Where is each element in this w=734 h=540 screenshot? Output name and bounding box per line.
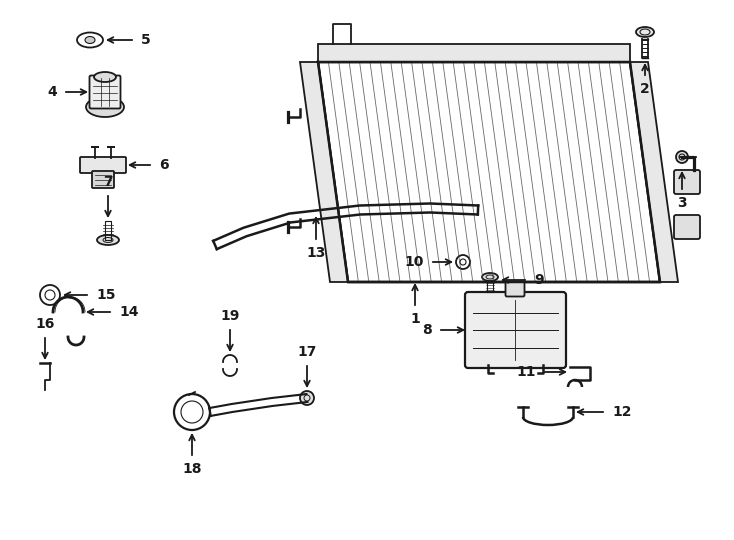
FancyBboxPatch shape — [465, 292, 566, 368]
Text: 8: 8 — [422, 323, 432, 337]
FancyBboxPatch shape — [506, 281, 525, 296]
Text: 19: 19 — [220, 309, 240, 323]
Circle shape — [300, 391, 314, 405]
Text: 5: 5 — [141, 33, 150, 47]
Ellipse shape — [85, 37, 95, 44]
Text: 1: 1 — [410, 312, 420, 326]
FancyBboxPatch shape — [674, 170, 700, 194]
Text: 9: 9 — [534, 273, 544, 287]
Text: 18: 18 — [182, 462, 202, 476]
FancyBboxPatch shape — [90, 76, 120, 109]
Ellipse shape — [86, 97, 124, 117]
Text: 12: 12 — [612, 405, 631, 419]
Ellipse shape — [636, 27, 654, 37]
Text: 2: 2 — [640, 82, 650, 96]
Circle shape — [456, 255, 470, 269]
Text: 4: 4 — [47, 85, 57, 99]
Text: 11: 11 — [517, 365, 536, 379]
Circle shape — [676, 151, 688, 163]
Text: 17: 17 — [297, 345, 316, 359]
Circle shape — [174, 394, 210, 430]
Polygon shape — [318, 62, 660, 282]
Ellipse shape — [77, 32, 103, 48]
Circle shape — [40, 285, 60, 305]
Text: 14: 14 — [119, 305, 139, 319]
Text: 3: 3 — [677, 196, 687, 210]
Text: 10: 10 — [404, 255, 424, 269]
Text: 13: 13 — [306, 246, 326, 260]
Text: 6: 6 — [159, 158, 169, 172]
Ellipse shape — [97, 235, 119, 245]
Polygon shape — [300, 62, 348, 282]
Text: 7: 7 — [103, 175, 113, 189]
FancyBboxPatch shape — [674, 215, 700, 239]
Polygon shape — [630, 62, 678, 282]
Ellipse shape — [482, 273, 498, 281]
Text: 16: 16 — [35, 317, 55, 331]
FancyBboxPatch shape — [92, 171, 114, 188]
Polygon shape — [318, 44, 630, 62]
Text: 15: 15 — [96, 288, 115, 302]
Ellipse shape — [94, 72, 116, 82]
FancyBboxPatch shape — [80, 157, 126, 173]
